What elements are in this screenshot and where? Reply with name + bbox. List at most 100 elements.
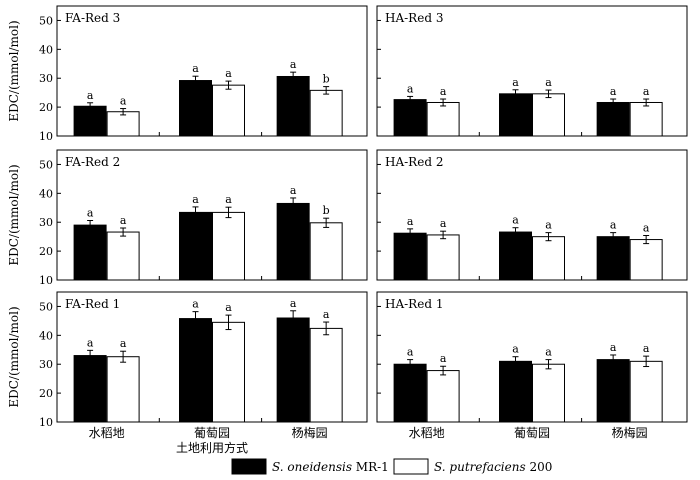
y-tick-label: 10 [39, 130, 53, 143]
legend: S. oneidensis MR-1 S. putrefaciens 200 [231, 458, 552, 475]
significance-letter: a [290, 184, 297, 197]
bar [106, 356, 140, 423]
significance-letter: a [440, 352, 447, 365]
bar [629, 239, 663, 281]
bar [212, 211, 245, 281]
bar [393, 363, 427, 423]
bar [596, 236, 630, 281]
bar [179, 318, 212, 423]
y-tick-label: 20 [39, 387, 53, 400]
significance-letter: a [87, 206, 94, 219]
significance-letter: a [545, 76, 552, 89]
significance-letter: a [407, 346, 414, 359]
bar [532, 236, 565, 281]
y-axis-label: EDC/(mmol/mol) [7, 20, 21, 121]
significance-letter: a [290, 58, 297, 71]
y-axis-label: EDC/(mmol/mol) [7, 164, 21, 265]
y-tick-label: 50 [39, 300, 53, 313]
significance-letter: a [120, 95, 127, 108]
x-tick-label: 水稻地 [409, 426, 445, 440]
bar [276, 75, 310, 137]
significance-letter: a [87, 89, 94, 102]
x-tick-label: 杨梅园 [612, 425, 648, 440]
panel-title: FA-Red 3 [65, 11, 120, 25]
significance-letter: a [225, 301, 232, 314]
significance-letter: a [225, 67, 232, 80]
y-tick-label: 30 [39, 358, 53, 371]
bar [393, 99, 427, 137]
significance-letter: a [512, 343, 519, 356]
significance-letter: a [407, 82, 414, 95]
bar [309, 327, 343, 423]
bar [532, 93, 565, 137]
significance-letter: a [323, 308, 330, 321]
panel-title: HA-Red 1 [385, 297, 443, 311]
bar [212, 321, 245, 423]
significance-letter: a [192, 193, 199, 206]
significance-letter: a [643, 85, 650, 98]
bar [212, 84, 245, 137]
significance-letter: a [192, 298, 199, 311]
significance-letter: a [192, 62, 199, 75]
bar [106, 111, 140, 137]
x-tick-label: 杨梅园 [292, 425, 328, 440]
panel-title: HA-Red 2 [385, 155, 443, 169]
significance-letter: a [120, 214, 127, 227]
significance-letter: a [610, 219, 617, 232]
bar [426, 101, 460, 137]
bar [532, 363, 565, 423]
bar [499, 231, 532, 281]
significance-letter: a [440, 217, 447, 230]
significance-letter: a [512, 214, 519, 227]
bar [426, 370, 460, 423]
legend-label: S. putrefaciens 200 [434, 460, 552, 474]
bar [276, 317, 310, 423]
significance-letter: a [610, 85, 617, 98]
significance-letter: b [323, 73, 330, 86]
significance-letter: a [225, 193, 232, 206]
legend-label: S. oneidensis MR-1 [272, 460, 389, 474]
significance-letter: a [87, 336, 94, 349]
y-tick-label: 40 [39, 43, 53, 56]
significance-letter: a [643, 342, 650, 355]
significance-letter: a [545, 219, 552, 232]
chart-panel-3: 10 20 30 40 50 FA-Red 2 a a a a a b [39, 149, 368, 287]
significance-letter: a [440, 85, 447, 98]
significance-letter: a [610, 341, 617, 354]
legend-swatch [393, 458, 429, 475]
bar [73, 105, 107, 137]
y-tick-label: 10 [39, 274, 53, 287]
bar [309, 222, 343, 281]
bar [393, 232, 427, 281]
x-tick-label: 葡萄园 [194, 426, 230, 440]
bar [309, 89, 343, 137]
bar [73, 224, 107, 281]
chart-panel-1: 10 20 30 40 50 FA-Red 3 a a a a a b [39, 5, 368, 143]
bar [73, 355, 107, 423]
bar [596, 101, 630, 137]
bar [276, 202, 310, 281]
chart-panel-5: 10 20 30 40 50 FA-Red 1 a a 水稻地 a a 葡萄园 a a 杨梅园 [39, 291, 368, 440]
bar [106, 231, 140, 281]
panel-title: HA-Red 3 [385, 11, 443, 25]
significance-letter: a [120, 337, 127, 350]
significance-letter: b [323, 204, 330, 217]
bar [629, 101, 663, 137]
x-tick-label: 水稻地 [89, 426, 125, 440]
y-tick-label: 20 [39, 101, 53, 114]
bar [426, 234, 460, 281]
bar [499, 360, 532, 423]
y-tick-label: 30 [39, 216, 53, 229]
panel-title: FA-Red 2 [65, 155, 120, 169]
panel-title: FA-Red 1 [65, 297, 120, 311]
bar [596, 359, 630, 423]
y-tick-label: 10 [39, 416, 53, 429]
bar [629, 360, 663, 423]
significance-letter: a [407, 215, 414, 228]
y-tick-label: 40 [39, 187, 53, 200]
significance-letter: a [512, 76, 519, 89]
legend-swatch [231, 458, 267, 475]
chart-panel-6: HA-Red 1 a a 水稻地 a a 葡萄园 a a 杨梅园 [376, 291, 688, 440]
bar [179, 80, 212, 137]
